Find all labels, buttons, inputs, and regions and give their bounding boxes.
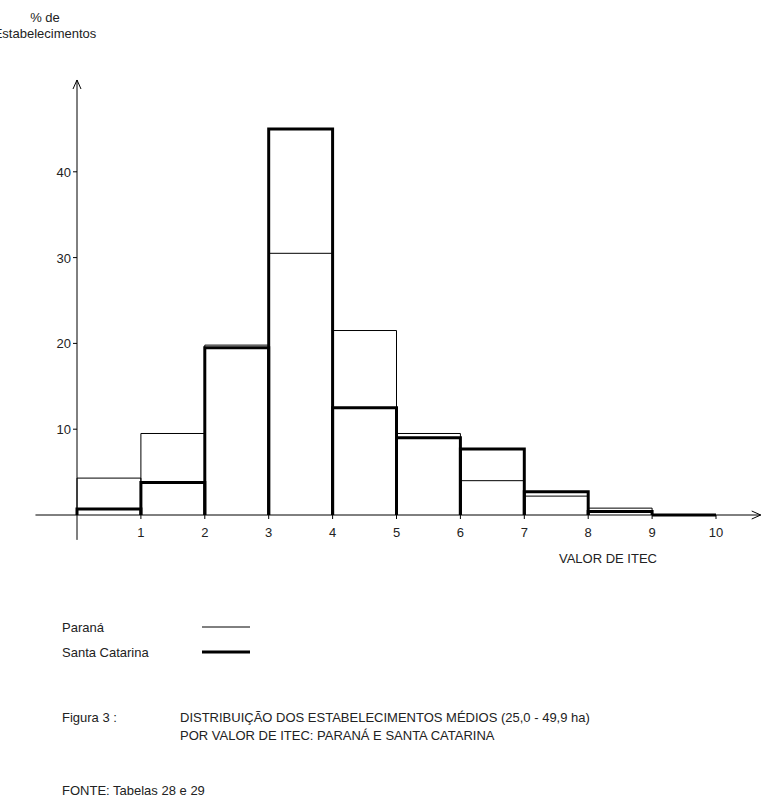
histogram-bar — [205, 348, 269, 515]
bars — [77, 129, 716, 515]
chart: 1 2 3 4 5 6 7 8 9 10 10 20 30 40 % deEstabelecimentos V… — [0, 0, 783, 804]
histogram-bar — [333, 408, 397, 515]
legend-label: Paraná — [62, 620, 105, 635]
histogram-bar — [397, 438, 461, 515]
x-tick-label: 6 — [457, 525, 464, 540]
y-tick — [73, 429, 77, 430]
y-tick-label: 40 — [57, 165, 71, 180]
legend-label: Santa Catarina — [62, 645, 149, 660]
histogram-bar — [588, 508, 652, 515]
y-axis-label-line: % de — [30, 10, 60, 25]
x-tick-label: 3 — [265, 525, 272, 540]
histogram-bar — [141, 433, 205, 515]
x-axis-arrow — [752, 511, 761, 519]
histogram-bar — [460, 481, 524, 515]
x-tick — [524, 515, 525, 519]
x-tick-label: 1 — [137, 525, 144, 540]
x-tick — [268, 515, 269, 519]
x-axis-label: VALOR DE ITEC — [559, 551, 657, 566]
legend-swatch — [202, 651, 250, 654]
histogram-bar — [77, 509, 141, 515]
x-tick — [140, 515, 141, 519]
x-tick-label: 7 — [521, 525, 528, 540]
y-tick — [73, 343, 77, 344]
legend-swatch — [202, 627, 250, 628]
histogram-bar — [524, 496, 588, 515]
title-line: POR VALOR DE ITEC: PARANÁ E SANTA CATARI… — [180, 728, 495, 743]
x-tick — [332, 515, 333, 519]
x-tick — [460, 515, 461, 519]
histogram-bar — [588, 512, 652, 515]
y-tick-label: 10 — [57, 422, 71, 437]
x-tick — [716, 515, 717, 519]
caption-label: Figura 3 : — [62, 710, 117, 725]
histogram-bar — [333, 331, 397, 515]
x-tick-label: 9 — [648, 525, 655, 540]
histogram-bar — [77, 478, 141, 515]
histogram-bar — [397, 433, 461, 515]
y-tick-label: 20 — [57, 336, 71, 351]
x-tick-label: 5 — [393, 525, 400, 540]
y-axis-arrow — [73, 80, 81, 89]
x-tick-label: 2 — [201, 525, 208, 540]
x-tick-label: 4 — [329, 525, 336, 540]
title-line: DISTRIBUIÇÃO DOS ESTABELECIMENTOS MÉDIOS… — [180, 710, 590, 725]
y-axis-label-line: Estabelecimentos — [0, 26, 97, 41]
histogram-bar — [141, 482, 205, 515]
y-tick — [73, 171, 77, 172]
title: DISTRIBUIÇÃO DOS ESTABELECIMENTOS MÉDIOS… — [180, 710, 590, 743]
x-tick — [588, 515, 589, 519]
histogram-bar — [524, 492, 588, 515]
histogram-bar — [269, 253, 333, 515]
histogram-bar — [205, 345, 269, 515]
histogram-bar — [269, 129, 333, 515]
y-tick-label: 30 — [57, 251, 71, 266]
source: FONTE: Tabelas 28 e 29 — [62, 783, 205, 798]
y-axis-label: % deEstabelecimentos — [0, 10, 97, 41]
x-tick — [204, 515, 205, 519]
x-tick — [652, 515, 653, 519]
histogram-bar — [460, 449, 524, 515]
y-tick — [73, 257, 77, 258]
y-axis — [77, 80, 78, 540]
x-tick — [396, 515, 397, 519]
x-tick-label: 10 — [709, 525, 723, 540]
x-tick-label: 8 — [585, 525, 592, 540]
